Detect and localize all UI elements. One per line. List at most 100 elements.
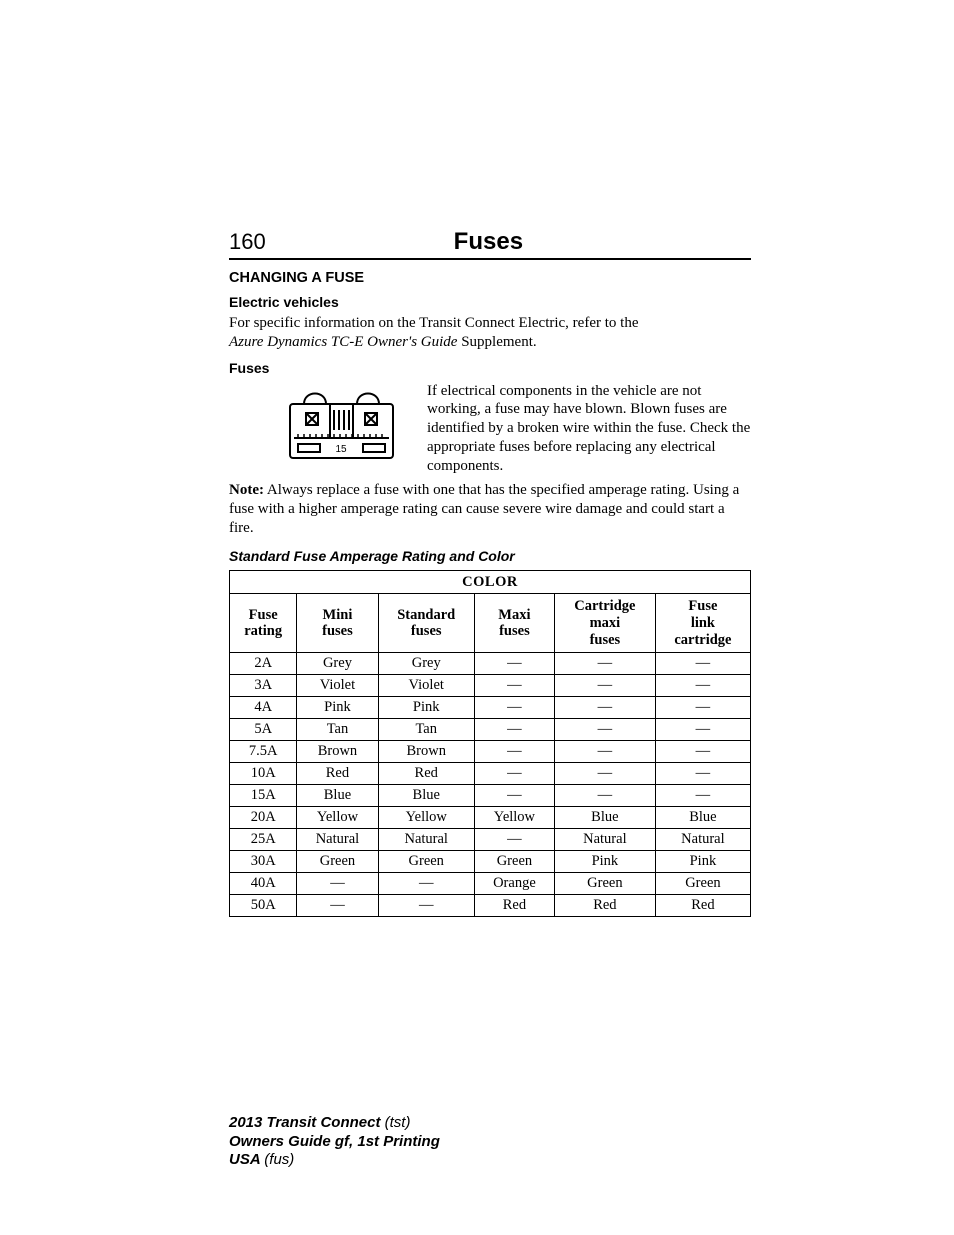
table-cell: Red (378, 763, 474, 785)
table-cell: Orange (474, 873, 554, 895)
footer-line3-light: (fus) (264, 1151, 294, 1168)
table-cell: — (474, 741, 554, 763)
page-footer: 2013 Transit Connect (tst) Owners Guide … (229, 1114, 440, 1170)
table-cell: Violet (378, 675, 474, 697)
table-cell: Yellow (297, 807, 378, 829)
table-cell: — (474, 719, 554, 741)
table-cell: 30A (230, 851, 297, 873)
table-cell: Violet (297, 675, 378, 697)
heading-changing-fuse: CHANGING A FUSE (229, 270, 751, 286)
heading-electric-vehicles: Electric vehicles (229, 294, 751, 310)
table-row: 25ANaturalNatural—NaturalNatural (230, 829, 751, 851)
table-cell: — (655, 675, 750, 697)
table-cell: 15A (230, 785, 297, 807)
table-cell: Red (474, 895, 554, 917)
table-cell: Natural (655, 829, 750, 851)
table-cell: Yellow (378, 807, 474, 829)
table-row: 7.5ABrownBrown——— (230, 741, 751, 763)
table-cell: Blue (378, 785, 474, 807)
ev-text-tail: Supplement. (457, 334, 536, 350)
table-cell: Grey (378, 653, 474, 675)
table-cell: 7.5A (230, 741, 297, 763)
table-cell: Tan (378, 719, 474, 741)
table-cell: — (297, 895, 378, 917)
footer-line1-light: (tst) (385, 1114, 411, 1131)
footer-line1-bold: 2013 Transit Connect (229, 1114, 385, 1131)
table-cell: 25A (230, 829, 297, 851)
table-cell: — (474, 653, 554, 675)
table-body: 2AGreyGrey———3AVioletViolet———4APinkPink… (230, 653, 751, 917)
table-cell: — (474, 697, 554, 719)
table-cell: Blue (554, 807, 655, 829)
table-row: 5ATanTan——— (230, 719, 751, 741)
table-cell: 20A (230, 807, 297, 829)
table-cell: — (474, 829, 554, 851)
table-cell: 2A (230, 653, 297, 675)
table-cell: Red (297, 763, 378, 785)
table-cell: — (554, 697, 655, 719)
table-cell: Blue (655, 807, 750, 829)
table-cell: Green (655, 873, 750, 895)
col-maxi-fuses: Maxifuses (474, 594, 554, 653)
table-row: 4APinkPink——— (230, 697, 751, 719)
heading-fuses: Fuses (229, 360, 751, 376)
table-cell: Green (554, 873, 655, 895)
table-cell: — (554, 719, 655, 741)
table-cell: — (554, 785, 655, 807)
table-row: 15ABlueBlue——— (230, 785, 751, 807)
table-cell: Grey (297, 653, 378, 675)
note-paragraph: Note: Always replace a fuse with one tha… (229, 481, 751, 537)
fuse-diagram-svg: 15 (284, 382, 399, 467)
table-cell: Pink (554, 851, 655, 873)
table-cell: — (474, 763, 554, 785)
table-cell: 3A (230, 675, 297, 697)
table-row: 2AGreyGrey——— (230, 653, 751, 675)
table-cell: Tan (297, 719, 378, 741)
table-cell: — (655, 785, 750, 807)
col-cartridge-maxi: Cartridgemaxifuses (554, 594, 655, 653)
table-cell: Green (474, 851, 554, 873)
fuse-diagram: 15 (284, 382, 399, 467)
fuse-figure-row: 15 If electrical components in the vehic… (229, 382, 751, 476)
table-cell: — (474, 675, 554, 697)
page-header: 160 Fuses (229, 228, 751, 260)
fuse-color-table: COLOR Fuserating Minifuses Standardfuses… (229, 570, 751, 918)
table-cell: — (378, 873, 474, 895)
table-cell: Red (554, 895, 655, 917)
table-row: 50A——RedRedRed (230, 895, 751, 917)
table-cell: 40A (230, 873, 297, 895)
table-row: 40A——OrangeGreenGreen (230, 873, 751, 895)
table-cell: 4A (230, 697, 297, 719)
col-fuse-link: Fuselinkcartridge (655, 594, 750, 653)
table-cell: — (655, 741, 750, 763)
table-cell: — (655, 653, 750, 675)
table-cell: Brown (378, 741, 474, 763)
table-cell: Natural (297, 829, 378, 851)
table-row: 10ARedRed——— (230, 763, 751, 785)
col-standard-fuses: Standardfuses (378, 594, 474, 653)
table-cell: Pink (378, 697, 474, 719)
table-cell: — (655, 719, 750, 741)
table-cell: Brown (297, 741, 378, 763)
table-row: 3AVioletViolet——— (230, 675, 751, 697)
table-cell: Pink (297, 697, 378, 719)
table-cell: — (554, 763, 655, 785)
table-cell: Yellow (474, 807, 554, 829)
table-cell: Natural (378, 829, 474, 851)
table-cell: — (554, 741, 655, 763)
page: 160 Fuses CHANGING A FUSE Electric vehic… (0, 0, 954, 1235)
table-cell: — (655, 697, 750, 719)
ev-text-1: For specific information on the Transit … (229, 315, 638, 331)
table-cell: 50A (230, 895, 297, 917)
table-header-row: Fuserating Minifuses Standardfuses Maxif… (230, 594, 751, 653)
heading-table-title: Standard Fuse Amperage Rating and Color (229, 548, 751, 564)
table-cell: — (297, 873, 378, 895)
table-cell: 5A (230, 719, 297, 741)
table-row: 20AYellowYellowYellowBlueBlue (230, 807, 751, 829)
col-fuse-rating: Fuserating (230, 594, 297, 653)
table-cell: Natural (554, 829, 655, 851)
table-cell: Pink (655, 851, 750, 873)
fuse-description: If electrical components in the vehicle … (427, 382, 751, 476)
footer-line2: Owners Guide gf, 1st Printing (229, 1133, 440, 1152)
table-cell: Blue (297, 785, 378, 807)
